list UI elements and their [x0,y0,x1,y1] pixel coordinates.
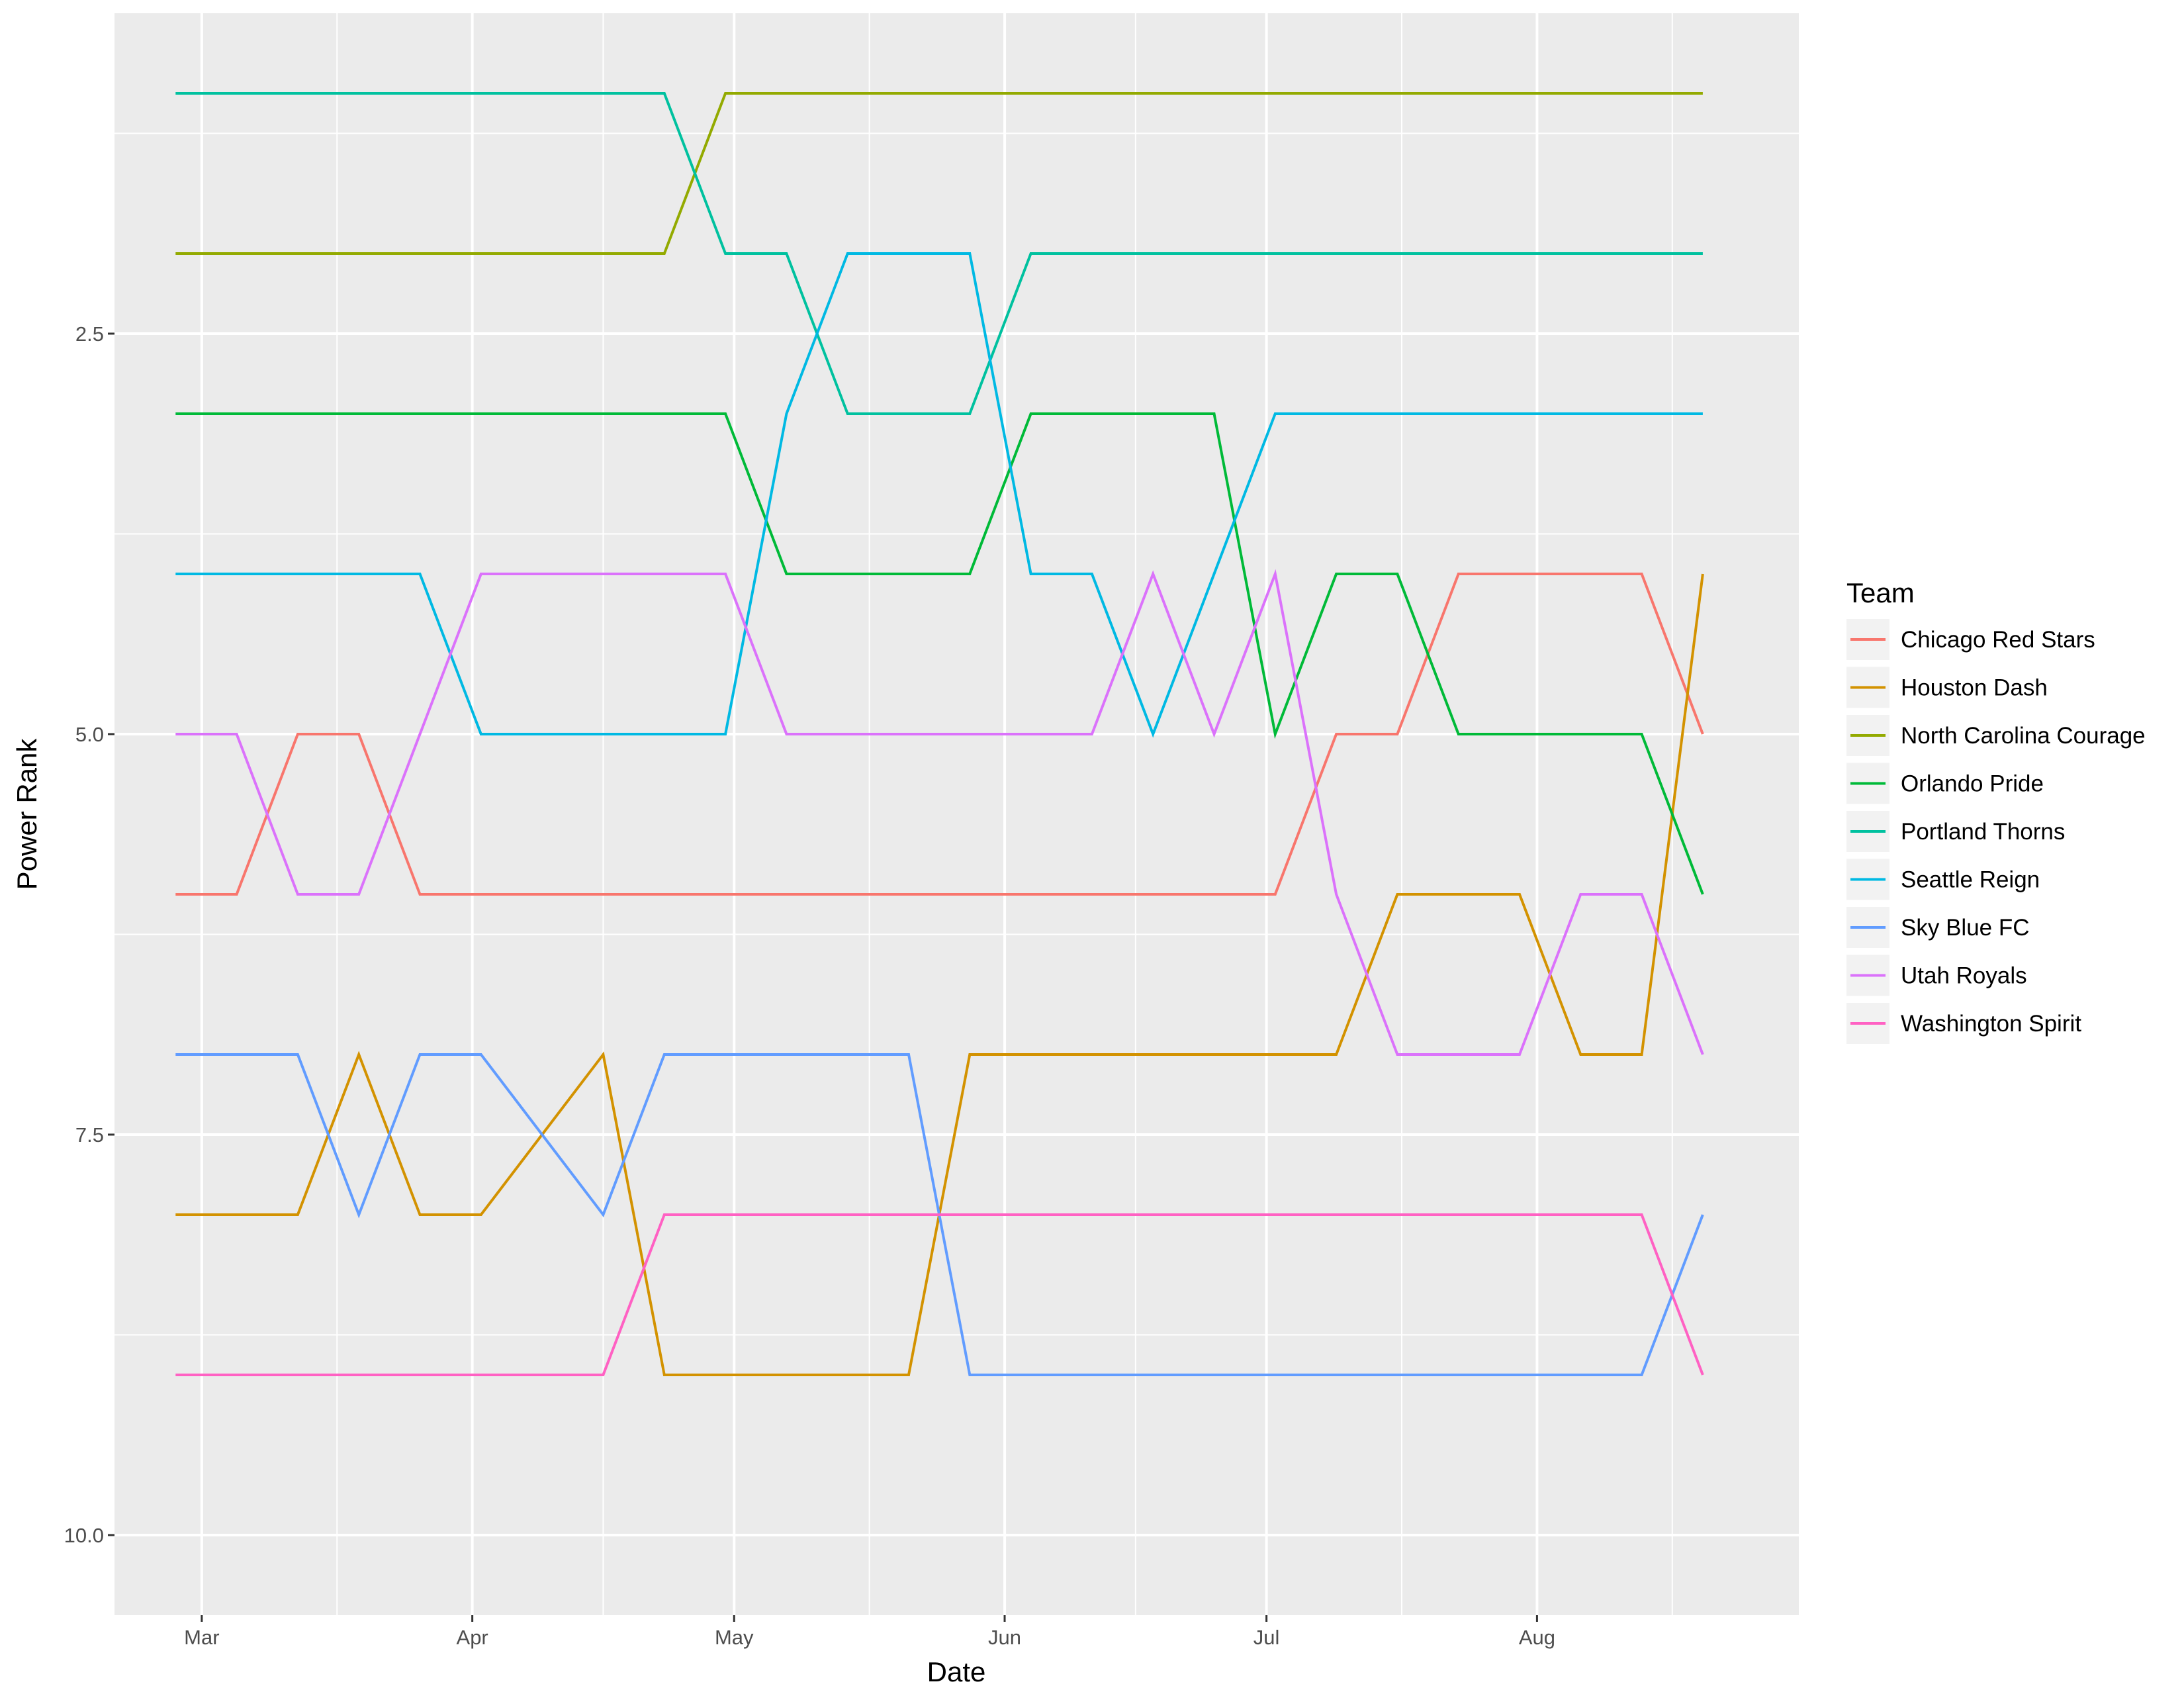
x-tick-label: Apr [457,1626,488,1649]
legend-label-sky-blue-fc: Sky Blue FC [1901,915,2030,941]
series-line-utah-royals [175,569,1704,1056]
legend-label-orlando-pride: Orlando Pride [1901,771,2044,797]
x-tick-label: May [715,1626,754,1649]
series-line-washington-spirit [175,1213,1704,1376]
y-tick-label: 5.0 [75,723,104,746]
y-axis-title: Power Rank [11,738,42,890]
legend-label-utah-royals: Utah Royals [1901,963,2027,989]
y-tick-label: 10.0 [64,1524,104,1547]
legend-label-portland-thorns: Portland Thorns [1901,819,2065,845]
x-tick-label: Aug [1519,1626,1555,1649]
plot-panel [114,13,1799,1615]
series-line-chicago-red-stars [175,573,1704,896]
y-tick-label: 2.5 [75,322,104,346]
series-lines [175,92,1704,1376]
legend-label-houston-dash: Houston Dash [1901,675,2048,701]
x-axis: Mar Apr May Jun Jul Aug [184,1615,1555,1649]
series-line-portland-thorns [175,92,1703,415]
legend-label-washington-spirit: Washington Spirit [1901,1011,2081,1037]
legend: Team Chicago Red Stars Houston Dash North … [1846,577,2146,1044]
y-axis: 2.5 5.0 7.5 10.0 [64,322,114,1547]
legend-label-seattle-reign: Seattle Reign [1901,867,2040,893]
legend-title: Team [1846,577,1915,608]
x-axis-title: Date [927,1656,986,1687]
series-line-north-carolina-courage [175,92,1703,255]
x-tick-label: Mar [184,1626,219,1649]
legend-label-chicago-red-stars: Chicago Red Stars [1901,627,2095,653]
legend-items: Chicago Red Stars Houston Dash North Carol… [1846,619,2146,1044]
x-tick-label: Jul [1253,1626,1280,1649]
series-line-orlando-pride [175,412,1704,895]
series-line-seattle-reign [175,252,1703,738]
legend-label-north-carolina-courage: North Carolina Courage [1901,723,2146,749]
x-tick-label: Jun [988,1626,1021,1649]
y-tick-label: 7.5 [75,1123,104,1147]
major-gridlines [114,13,1799,1615]
